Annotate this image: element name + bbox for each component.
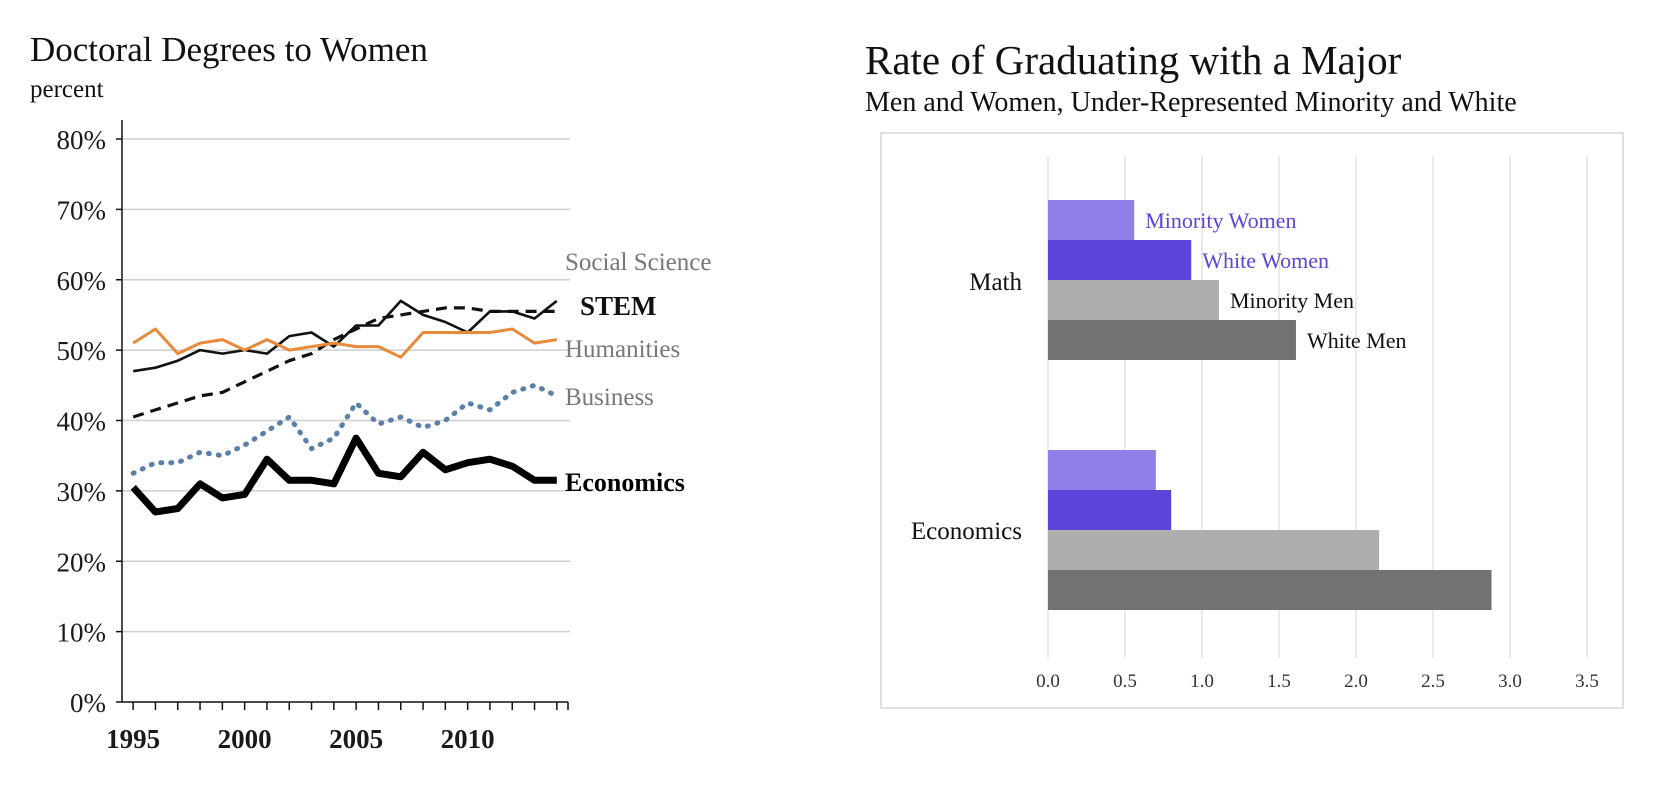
y-tick-label: 80% xyxy=(57,125,107,155)
y-tick-label: 20% xyxy=(57,547,107,577)
x-tick-label: 2005 xyxy=(329,724,383,754)
series-label-business: Business xyxy=(565,384,654,411)
y-tick-label: 0% xyxy=(70,688,106,718)
bar-economics-white-women xyxy=(1048,490,1172,530)
bar-economics-minority-men xyxy=(1048,530,1380,570)
series-label-social-science: Social Science xyxy=(565,249,711,276)
right-chart-subtitle: Men and Women, Under-Represented Minorit… xyxy=(865,87,1517,118)
bar-label-minority-men: Minority Men xyxy=(1230,288,1354,313)
bar-economics-minority-women xyxy=(1048,450,1156,490)
bar-math-minority-men xyxy=(1048,280,1219,320)
y-tick-label: 10% xyxy=(57,618,107,648)
left-chart-subtitle: percent xyxy=(30,76,104,103)
series-line-economics xyxy=(130,434,557,516)
x-tick-label: 0.0 xyxy=(1036,671,1060,692)
y-tick-label: 30% xyxy=(57,477,107,507)
y-tick-label: 60% xyxy=(57,266,107,296)
x-tick-label: 2000 xyxy=(218,724,272,754)
right-chart-title: Rate of Graduating with a Major xyxy=(865,37,1402,83)
category-label-economics: Economics xyxy=(911,518,1022,545)
bar-label-white-men: White Men xyxy=(1307,328,1407,353)
x-tick-label: 3.0 xyxy=(1498,671,1522,692)
series-label-economics: Economics xyxy=(565,468,685,497)
y-tick-label: 40% xyxy=(57,407,107,437)
x-tick-label: 1.5 xyxy=(1267,671,1291,692)
bar-math-white-women xyxy=(1048,240,1192,280)
bar-math-minority-women xyxy=(1048,200,1135,240)
y-tick-label: 50% xyxy=(57,336,107,366)
plot-frame xyxy=(880,132,1624,709)
series-label-stem: STEM xyxy=(580,291,657,321)
x-tick-label: 2.5 xyxy=(1421,671,1445,692)
series-line-stem xyxy=(132,306,557,419)
x-tick-label: 1995 xyxy=(106,724,160,754)
category-label-math: Math xyxy=(969,269,1022,296)
bar-label-minority-women: Minority Women xyxy=(1145,208,1296,233)
x-tick-label: 2010 xyxy=(441,724,495,754)
left-chart-title: Doctoral Degrees to Women xyxy=(30,30,428,69)
x-tick-label: 2.0 xyxy=(1344,671,1368,692)
bar-label-white-women: White Women xyxy=(1202,248,1329,273)
series-line-humanities xyxy=(132,327,558,359)
bar-economics-white-men xyxy=(1048,570,1492,610)
x-tick-label: 1.0 xyxy=(1190,671,1214,692)
y-tick-label: 70% xyxy=(57,195,107,225)
x-tick-label: 0.5 xyxy=(1113,671,1137,692)
bar-math-white-men xyxy=(1048,320,1296,360)
x-tick-label: 3.5 xyxy=(1575,671,1599,692)
series-line-social-science xyxy=(132,299,558,373)
series-label-humanities: Humanities xyxy=(565,336,680,363)
